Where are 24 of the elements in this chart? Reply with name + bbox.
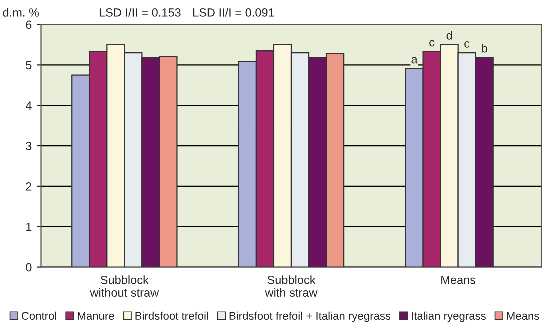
data-label: b [482,44,488,53]
data-label: c [430,40,435,47]
legend-label: Birdsfoot frefoil + Italian ryegrass [230,312,391,322]
text: LSD I/II = 0.153 [100,8,181,17]
legend-label: Control [22,312,56,320]
legend-label: Birdsfoot trefoil [136,312,208,320]
x-tick-label: Means [442,276,476,284]
text: LSD II/I = 0.091 [193,8,274,17]
data-label: a [412,57,418,64]
y-tick-label: 0 [26,263,32,272]
x-tick-label: Subblock with straw [265,276,318,298]
legend-label: Means [507,312,540,320]
legend-label: Italian ryegrass [412,312,486,322]
y-tick-label: 6 [26,20,32,30]
y-tick-label: 3 [26,142,32,150]
y-tick-label: 4 [26,102,32,110]
y-axis-title: d.m. % [3,8,40,17]
legend-label: Manure [78,312,114,320]
x-tick-label: Subblock without straw [90,276,160,298]
y-tick-label: 5 [26,61,32,70]
y-tick-label: 1 [26,223,32,232]
data-label: d [446,31,452,40]
y-tick-label: 2 [26,182,32,191]
data-label: c [464,41,470,48]
